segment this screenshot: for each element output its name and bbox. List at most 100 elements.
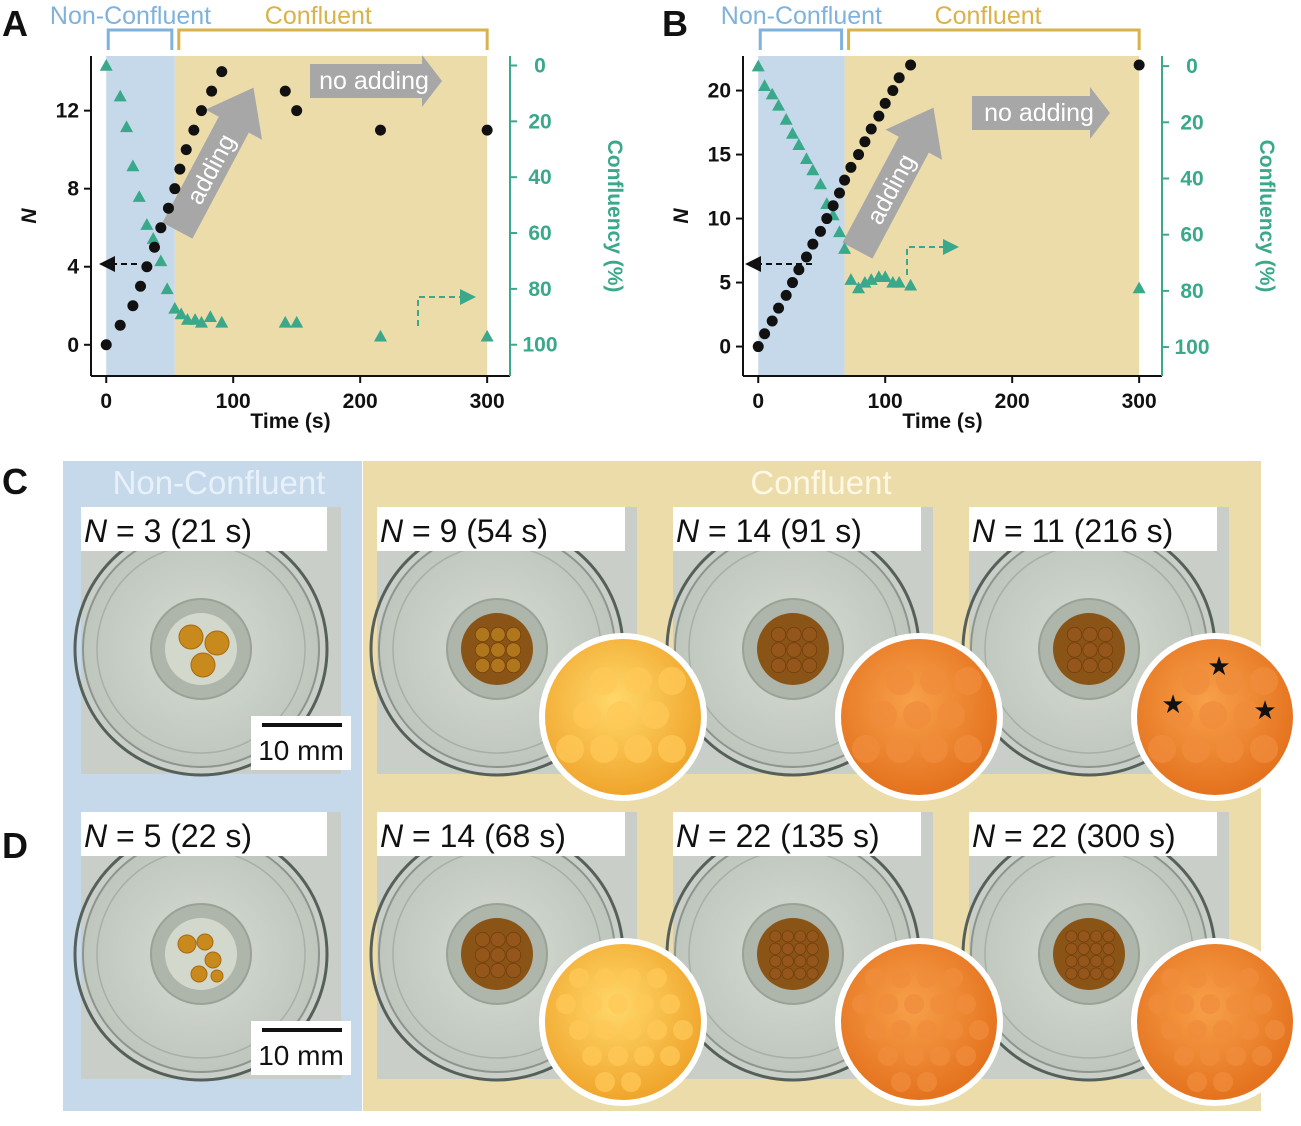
droplet: [1082, 642, 1098, 658]
droplet: [1102, 942, 1115, 955]
caption-box: [81, 507, 327, 551]
confluency-point: [278, 315, 292, 328]
inset-droplet: [891, 968, 911, 988]
caption-text: N = 22 (135 s): [676, 818, 880, 854]
count-point: [807, 238, 819, 250]
inset-droplet: [865, 1020, 885, 1040]
confluency-point: [160, 282, 174, 295]
droplet: [490, 962, 506, 979]
confluency-point: [813, 177, 827, 190]
inset-droplet: [1174, 1046, 1194, 1066]
photo-grid: N = 3 (21 s)10 mmN = 9 (54 s) N = 14 (91 …: [73, 507, 1299, 1106]
inset-droplet: [582, 1046, 602, 1066]
caption-box: [673, 507, 921, 551]
inset-droplet: [1174, 994, 1194, 1014]
inset-droplet: [903, 701, 931, 729]
droplet: [1097, 626, 1114, 643]
panel-label-c: C: [2, 461, 28, 502]
droplet: [505, 931, 522, 948]
count-point: [759, 328, 771, 340]
caption-text: N = 22 (300 s): [972, 818, 1176, 854]
count-point: [114, 319, 126, 331]
caption-text: N = 14 (91 s): [676, 513, 862, 549]
inset-droplet: [621, 968, 641, 988]
caption-text: N = 3 (21 s): [84, 513, 252, 549]
y2-tick-label: 40: [1180, 167, 1203, 190]
droplet: [1102, 967, 1115, 980]
inset-magnified: [539, 938, 707, 1106]
count-point: [780, 289, 792, 301]
y-tick-label: 0: [719, 336, 731, 359]
y2-tick-label: 60: [1180, 224, 1203, 247]
caption-variable: N: [380, 513, 404, 549]
inset-magnified: [835, 938, 1003, 1106]
photo-caption: N = 22 (300 s): [969, 812, 1217, 856]
droplet: [190, 652, 216, 678]
count-point: [859, 136, 871, 148]
droplet: [781, 955, 794, 968]
inset-droplet: [556, 994, 576, 1014]
caption-value: = 3 (21 s): [107, 513, 252, 549]
caption-value: = 5 (22 s): [107, 818, 252, 854]
inset-droplet: [1233, 701, 1261, 729]
inset-droplet: [1250, 735, 1278, 763]
droplet: [769, 930, 782, 943]
inset-droplet: [658, 667, 686, 695]
confluency-point: [132, 190, 146, 202]
droplet: [1090, 967, 1103, 980]
inset-droplet: [1200, 994, 1220, 1014]
confluency-point: [194, 315, 208, 328]
inset-droplet: [595, 1020, 615, 1040]
inset-droplet: [1239, 1020, 1259, 1040]
droplet: [1090, 942, 1103, 955]
inset-droplet: [1252, 994, 1272, 1014]
y2-axis-label: Confluency (%): [603, 140, 626, 293]
y-tick-label: 4: [67, 256, 79, 279]
droplet: [794, 930, 807, 943]
droplet: [794, 955, 807, 968]
inset-droplet: [852, 994, 872, 1014]
region-label-confluent: Confluent: [935, 2, 1042, 30]
region-label-confluent: Confluent: [265, 2, 372, 30]
inset-droplet: [917, 1072, 937, 1092]
droplet: [505, 626, 522, 643]
x-tick-label: 300: [1122, 390, 1157, 413]
inset-droplet: [1226, 1046, 1246, 1066]
caption-text: N = 5 (22 s): [84, 818, 252, 854]
inset-droplet: [878, 994, 898, 1014]
y2-tick-label: 20: [528, 110, 551, 133]
confluency-point: [480, 329, 494, 342]
inset-droplet: [573, 701, 601, 729]
droplet: [190, 965, 208, 983]
inset-droplet: [943, 968, 963, 988]
inset-droplet: [886, 735, 914, 763]
y-tick-label: 20: [708, 80, 731, 103]
confluency-point: [844, 273, 858, 285]
droplet: [770, 657, 787, 674]
droplet: [490, 626, 506, 643]
y2-tick-label: 20: [1180, 111, 1203, 134]
y2-tick-label: 100: [1174, 336, 1209, 359]
caption-box: [969, 812, 1217, 856]
panel-label-d: D: [2, 825, 28, 866]
y-tick-label: 10: [708, 208, 731, 231]
droplet: [1077, 930, 1090, 943]
droplet: [474, 931, 491, 948]
inset-droplet: [1252, 1046, 1272, 1066]
count-point: [206, 85, 218, 97]
panel-label-b: B: [662, 3, 688, 44]
droplet: [801, 657, 818, 674]
confluency-point: [792, 138, 806, 150]
x-tick-label: 200: [995, 390, 1030, 413]
caption-variable: N: [676, 513, 700, 549]
y2-axis-label: Confluency (%): [1255, 140, 1278, 293]
inset-droplet: [969, 1020, 989, 1040]
droplet: [806, 955, 819, 968]
droplet: [781, 967, 794, 980]
confluency-point: [779, 112, 793, 125]
inset-droplet: [930, 1046, 950, 1066]
caption-variable: N: [84, 818, 108, 854]
photo-caption: N = 14 (68 s): [377, 812, 625, 856]
x-tick-label: 0: [752, 390, 764, 413]
